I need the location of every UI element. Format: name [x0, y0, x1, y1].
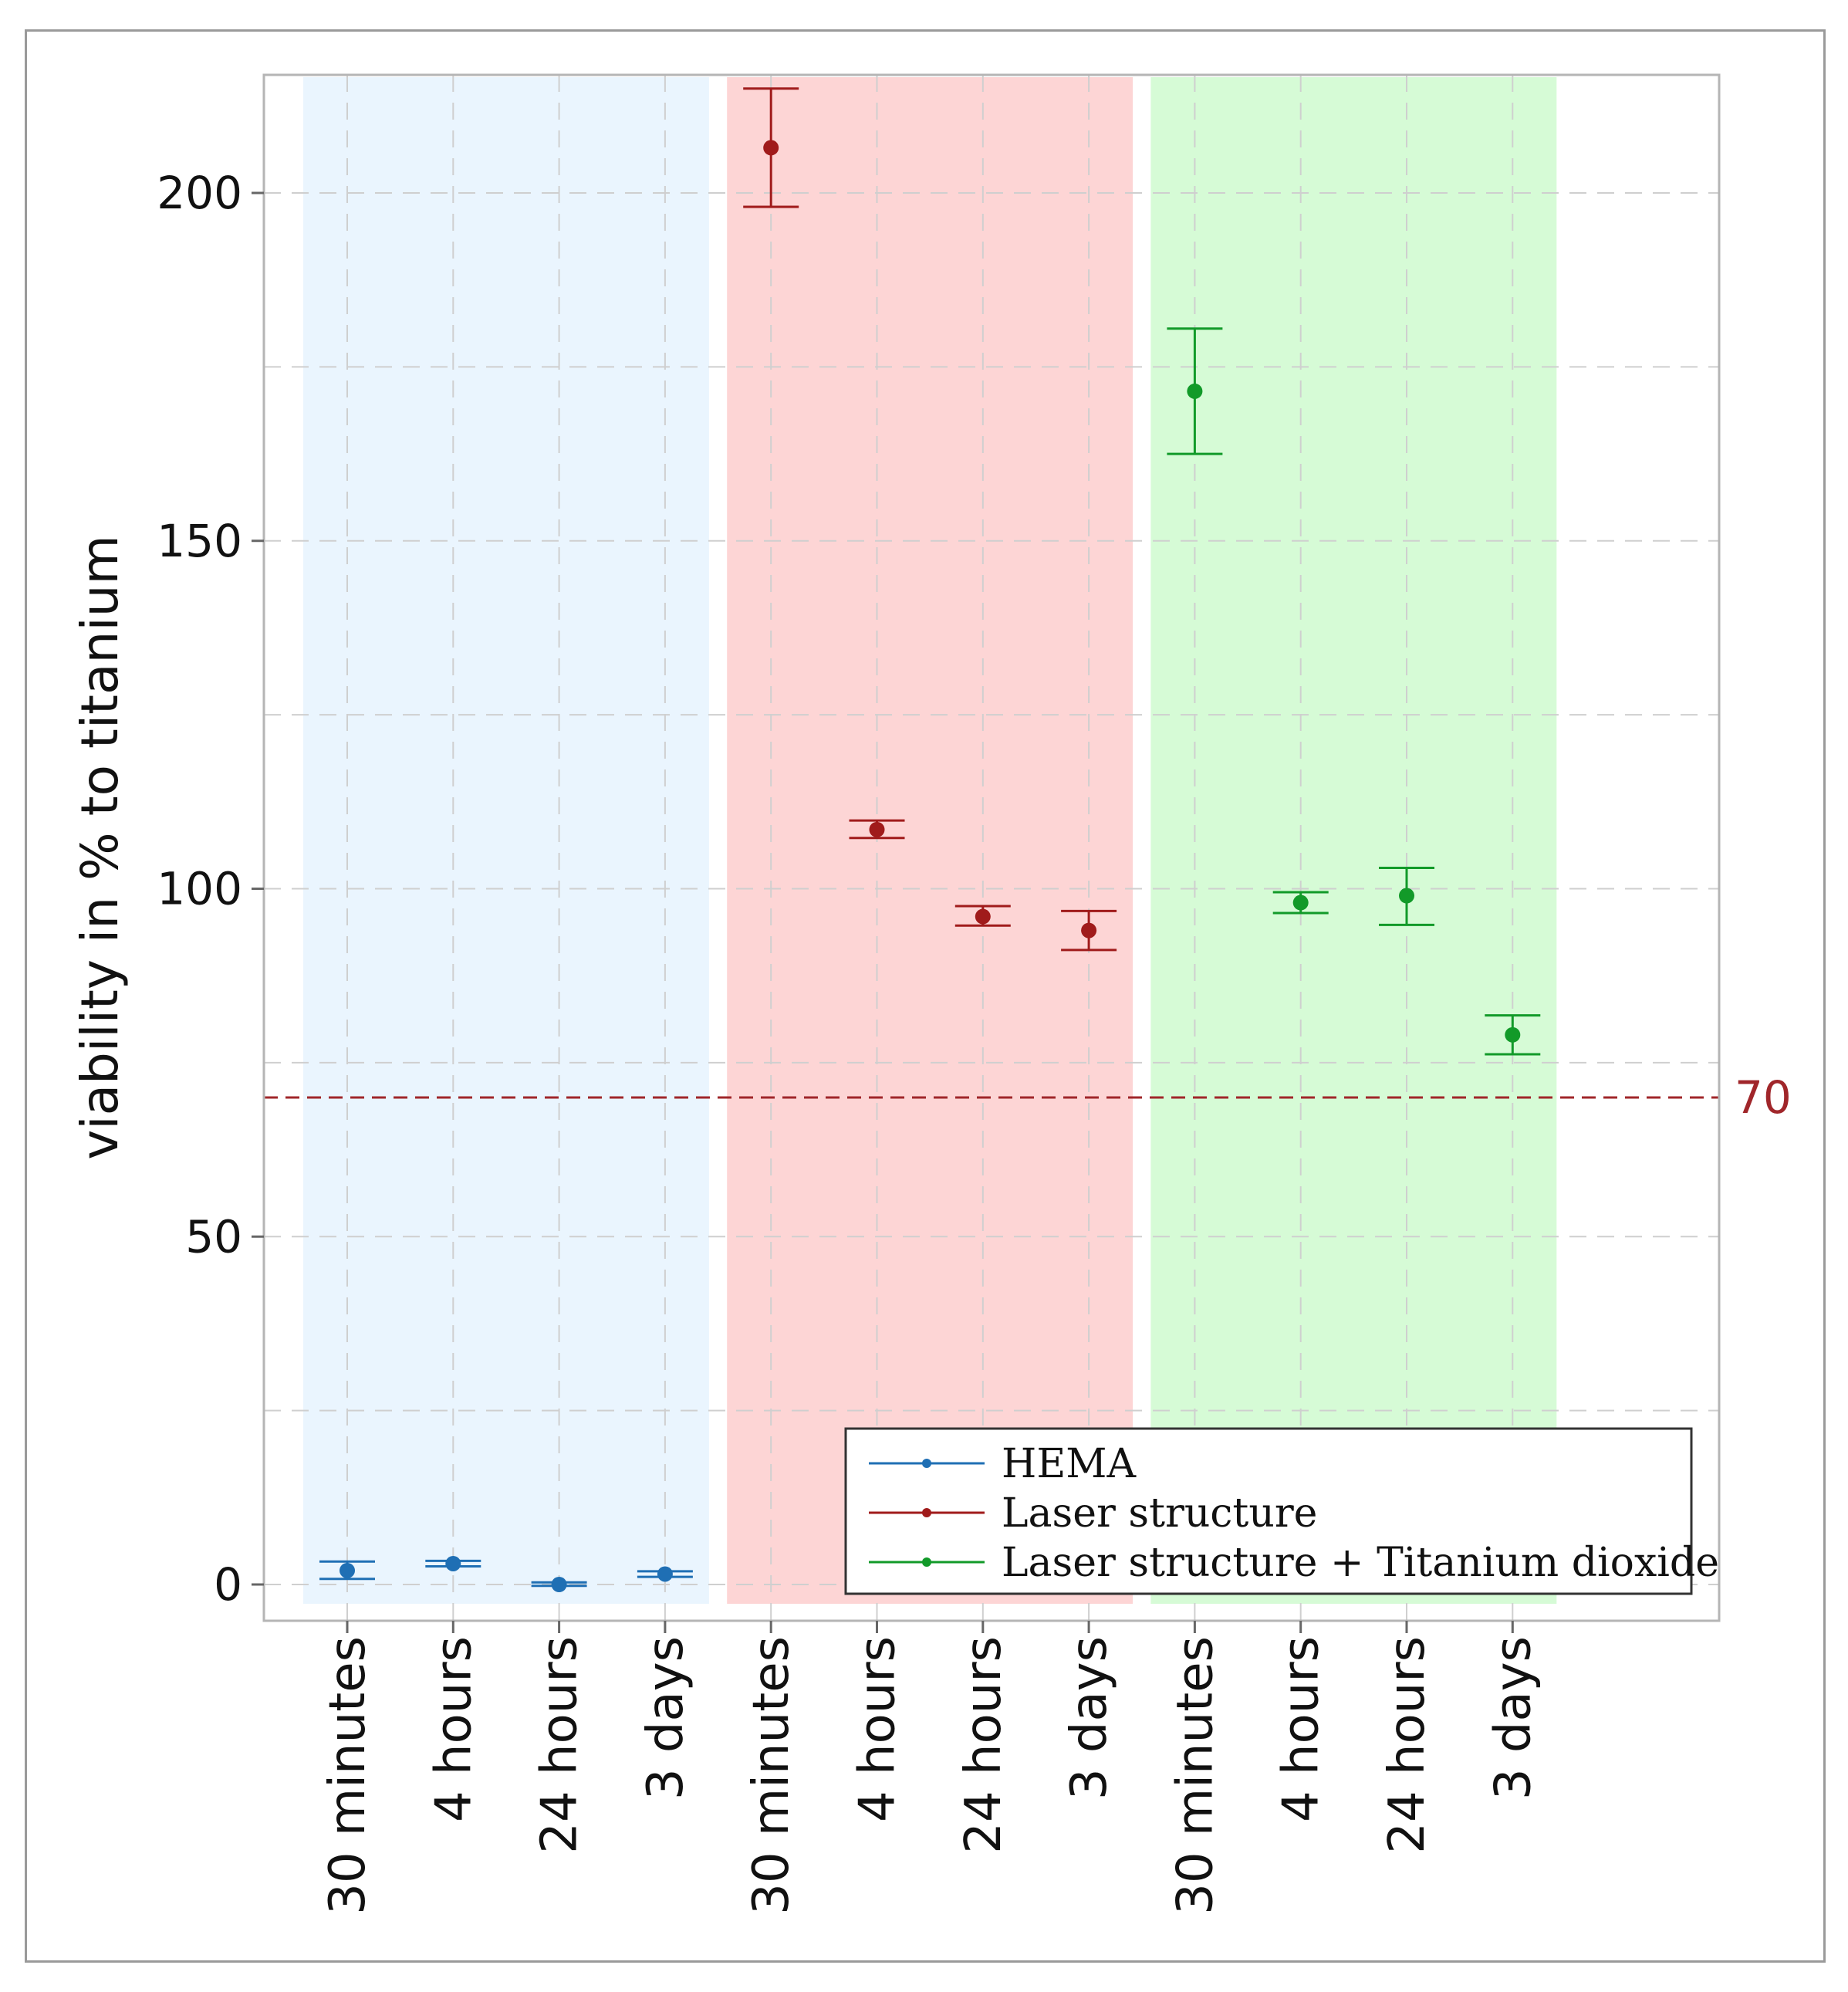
y-tick-label: 0	[214, 1558, 242, 1611]
reference-line-group: 70	[264, 1071, 1792, 1124]
y-tick-label: 150	[157, 515, 242, 567]
group-shade-2	[727, 77, 1133, 1604]
y-axis-title: viability in % to titanium	[70, 535, 130, 1160]
legend-marker	[922, 1557, 931, 1567]
series-2	[743, 87, 1117, 952]
reference-line-label: 70	[1735, 1071, 1792, 1124]
y-tick-label: 50	[185, 1210, 242, 1263]
data-point	[445, 1555, 461, 1571]
legend-marker	[922, 1508, 931, 1517]
x-category-label: 24 hours	[955, 1636, 1012, 1854]
data-point	[975, 908, 991, 925]
x-category-label: 30 minutes	[743, 1636, 800, 1915]
data-point	[551, 1577, 567, 1592]
data-series	[319, 87, 1541, 1592]
group-shades	[303, 77, 1557, 1604]
x-category-label: 4 hours	[1273, 1636, 1330, 1822]
data-point	[763, 140, 779, 156]
x-category-label: 4 hours	[850, 1636, 907, 1822]
x-category-label: 30 minutes	[319, 1636, 377, 1915]
data-point	[1505, 1026, 1521, 1043]
x-category-label: 24 hours	[1379, 1636, 1436, 1854]
legend-label: Laser structure	[1002, 1490, 1317, 1537]
x-category-label: 30 minutes	[1167, 1636, 1224, 1915]
series-1	[319, 1555, 693, 1592]
legend-marker	[922, 1459, 931, 1468]
data-point	[869, 821, 885, 837]
legend-label: HEMA	[1002, 1441, 1137, 1487]
data-point	[1081, 922, 1097, 939]
series-3	[1167, 327, 1541, 1056]
data-point	[1399, 888, 1414, 904]
x-category-label: 4 hours	[425, 1636, 482, 1822]
plot-area-border	[262, 73, 1721, 1622]
data-point	[657, 1566, 673, 1582]
x-category-label: 3 days	[1061, 1636, 1118, 1800]
data-point	[340, 1562, 355, 1578]
y-tick-label: 200	[157, 167, 242, 219]
data-point	[1187, 383, 1203, 399]
x-category-label: 3 days	[637, 1636, 694, 1800]
legend-box	[844, 1427, 1693, 1595]
y-tick-label: 100	[157, 863, 242, 915]
x-category-label: 24 hours	[532, 1636, 589, 1854]
x-category-label: 3 days	[1485, 1636, 1542, 1800]
group-shade-3	[1150, 77, 1557, 1604]
axes: 0 50 100 150 200 30 minutes 4 hours 24 hours 3 d…	[157, 167, 1542, 1915]
group-shade-1	[303, 77, 709, 1604]
data-point	[1292, 895, 1309, 911]
legend-label: Laser structure + Titanium dioxide	[1002, 1540, 1719, 1586]
